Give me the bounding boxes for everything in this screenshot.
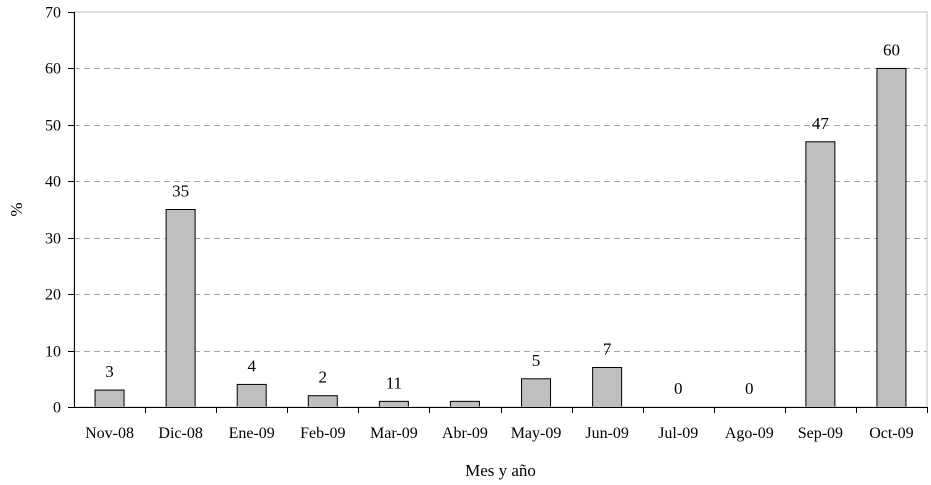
y-tick-label: 40 [45, 174, 61, 191]
data-labels: 3 35 4 2 11 5 7 0 0 47 60 [105, 40, 900, 398]
bar-dic-08 [165, 209, 196, 408]
y-tick-label: 0 [53, 400, 61, 417]
data-label: 0 [745, 379, 754, 398]
x-tick-label: Dic-08 [158, 425, 202, 442]
bar-nov-08 [94, 389, 125, 408]
bar-mar-09 [378, 400, 409, 408]
y-tick-label: 70 [45, 5, 61, 22]
y-tick-label: 20 [45, 287, 61, 304]
data-label: 5 [532, 351, 541, 370]
bars [94, 67, 907, 408]
bar-jun-09 [592, 367, 623, 408]
data-label: 3 [105, 362, 114, 381]
data-label: 7 [603, 340, 612, 359]
gridlines [74, 68, 927, 352]
bar-abr-09 [449, 400, 480, 408]
data-label: 4 [247, 356, 256, 375]
bar-feb-09 [307, 395, 338, 408]
data-label: 60 [883, 40, 900, 59]
y-tick-label: 10 [45, 344, 61, 361]
x-tick-label: Jul-09 [658, 425, 698, 442]
x-tick-label: Sep-09 [798, 425, 843, 442]
data-label: 0 [674, 379, 683, 398]
x-tick-label: Mar-09 [370, 425, 418, 442]
y-tick-labels: 0 10 20 30 40 50 60 70 [45, 5, 61, 417]
bar-ene-09 [236, 383, 267, 408]
x-tick-label: Ene-09 [229, 425, 275, 442]
x-tick-label: Feb-09 [300, 425, 345, 442]
y-tick-label: 30 [45, 231, 61, 248]
x-tick-label: Oct-09 [869, 425, 913, 442]
x-axis-title: Mes y año [465, 461, 536, 480]
y-axis-title: % [7, 202, 26, 216]
x-tick-label: Abr-09 [442, 425, 488, 442]
data-label: 47 [812, 114, 830, 133]
bar-sep-09 [805, 141, 836, 408]
y-tick-label: 60 [45, 61, 61, 78]
x-tick-label: Ago-09 [725, 425, 774, 442]
data-label: 35 [172, 182, 189, 201]
x-tick-label: Nov-08 [85, 425, 134, 442]
bar-may-09 [521, 378, 552, 408]
data-label: 2 [319, 368, 328, 387]
x-tick-label: Jun-09 [585, 425, 629, 442]
axes [68, 11, 928, 413]
bar-oct-09 [876, 67, 907, 408]
y-tick-label: 50 [45, 118, 61, 135]
data-label: 11 [386, 373, 402, 392]
x-tick-label: May-09 [511, 425, 562, 442]
plot-area-border [73, 11, 928, 408]
x-tick-labels: Nov-08 Dic-08 Ene-09 Feb-09 Mar-09 Abr-09 May-… [85, 425, 914, 442]
